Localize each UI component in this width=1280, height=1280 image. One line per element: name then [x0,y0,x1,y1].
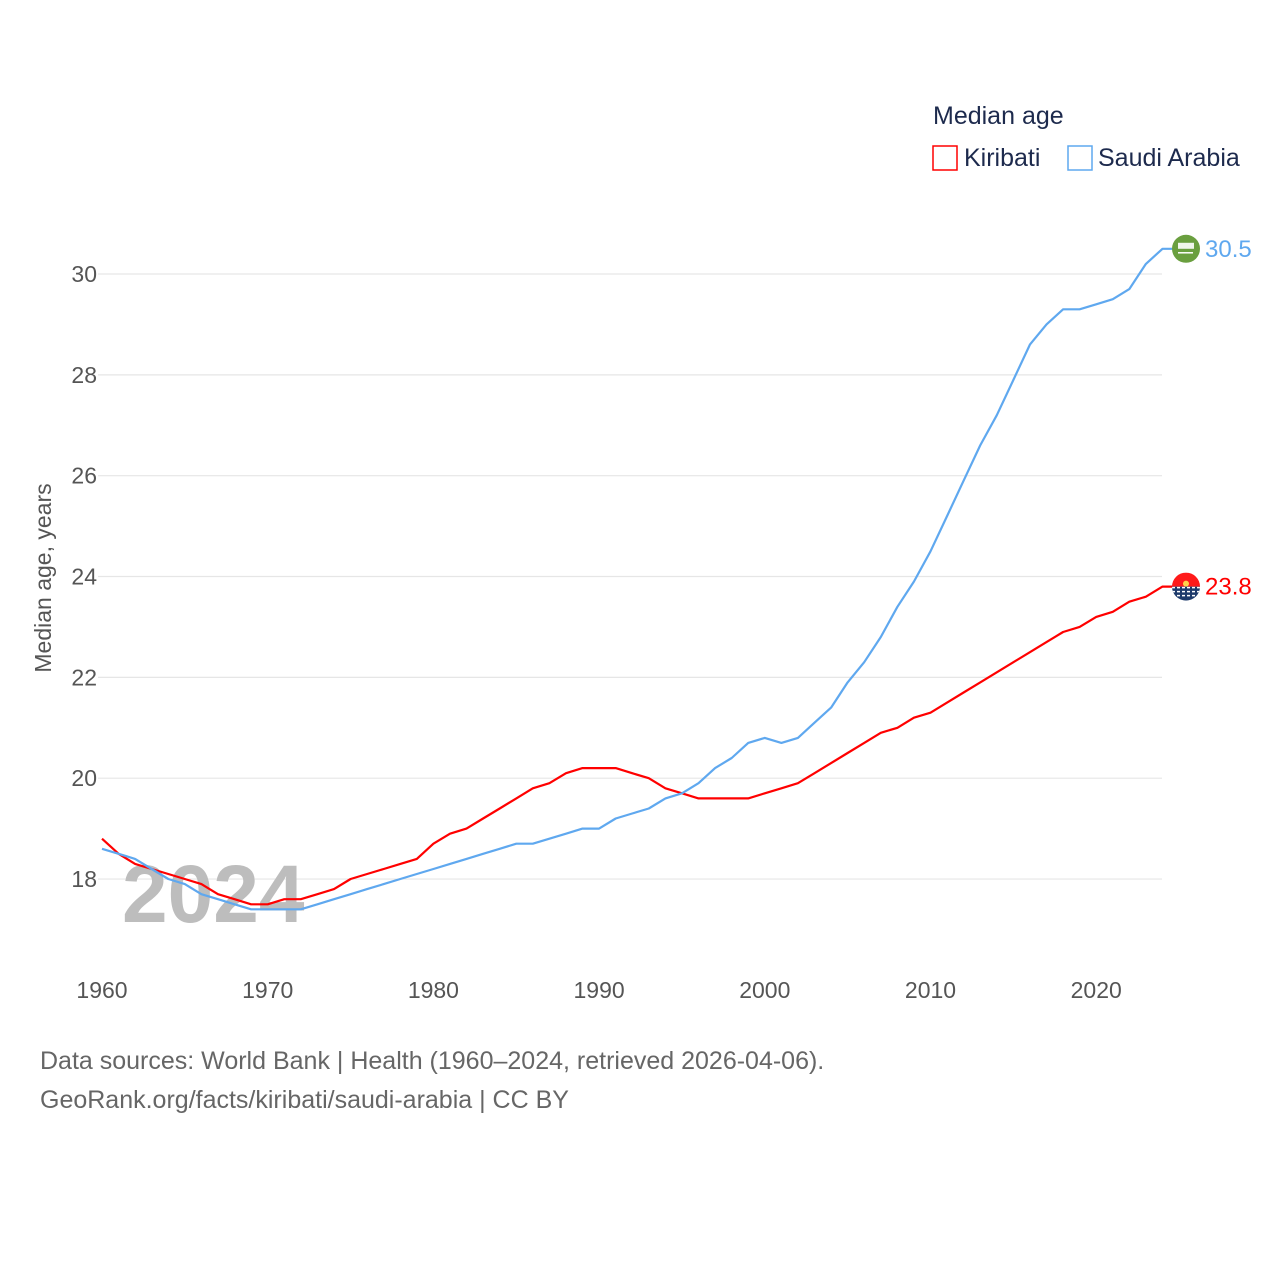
flag-body [1172,572,1200,601]
legend-item-kiribati[interactable]: Kiribati [932,144,1040,172]
kiribati-flag-icon [1172,572,1200,601]
end-value-label: 23.8 [1205,574,1252,601]
x-tick-label: 2000 [739,977,790,1003]
x-tick-label: 2020 [1071,977,1122,1003]
legend-title: Median age [933,102,1064,130]
x-tick-label: 1960 [76,977,127,1003]
legend: Median age Kiribati Saudi Arabia [932,102,1240,172]
footer-sources: Data sources: World Bank | Health (1960–… [40,1047,824,1075]
legend-item-saudi-arabia[interactable]: Saudi Arabia [1067,144,1240,172]
flag-script [1178,242,1194,249]
legend-label-saudi-arabia: Saudi Arabia [1098,144,1240,172]
series-lines [101,247,1173,911]
end-value-label: 30.5 [1205,236,1252,263]
y-tick-label: 24 [71,564,97,590]
x-axis-ticks: 1960 1970 1980 1990 2000 2010 2020 [76,977,1121,1003]
y-tick-label: 18 [71,866,97,892]
y-tick-label: 20 [71,765,97,791]
x-tick-label: 1980 [408,977,459,1003]
flag-sea [1172,586,1200,601]
flag-red [1172,572,1200,587]
x-tick-label: 1990 [574,977,625,1003]
series-line-kiribati [101,585,1173,906]
x-tick-label: 1970 [242,977,293,1003]
legend-label-kiribati: Kiribati [964,144,1040,172]
footer-credit[interactable]: GeoRank.org/facts/kiribati/saudi-arabia … [40,1086,569,1114]
y-axis-ticks: 18 20 22 24 26 28 30 [71,261,97,892]
y-axis-label: Median age, years [30,483,56,672]
x-tick-label: 2010 [905,977,956,1003]
year-watermark: 2024 [122,849,305,940]
saudi-arabia-flag-icon [1172,234,1200,263]
y-tick-label: 28 [71,362,97,388]
y-tick-label: 22 [71,664,97,690]
legend-swatch-saudi-arabia [1067,145,1093,171]
end-labels: 23.8 30.5 [1172,234,1252,601]
gridlines [98,273,1162,880]
series-line-saudi-arabia [101,247,1173,911]
legend-swatch-kiribati [932,145,958,171]
y-tick-label: 26 [71,463,97,489]
flag-sun [1183,580,1189,587]
y-tick-label: 30 [71,261,97,287]
